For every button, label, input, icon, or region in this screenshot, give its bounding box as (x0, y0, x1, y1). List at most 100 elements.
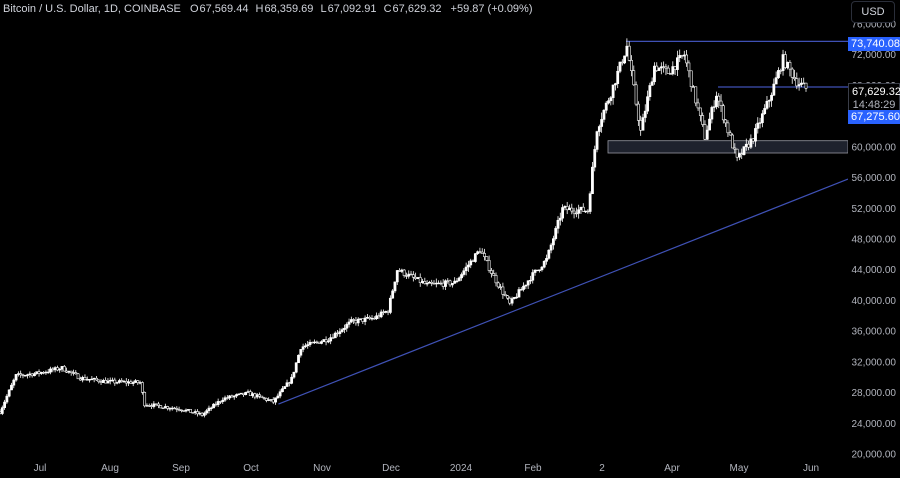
candle (306, 340, 310, 349)
candle-body (232, 395, 236, 398)
candle-body (462, 270, 466, 275)
candle (122, 379, 126, 383)
candle (78, 376, 82, 381)
candle-body (616, 70, 620, 84)
candle-body (51, 368, 55, 371)
candle (74, 370, 78, 375)
candle-body (306, 344, 310, 347)
candle-body (425, 282, 429, 285)
candle (154, 403, 158, 407)
candle-body (448, 280, 452, 286)
candle (191, 412, 195, 414)
candle (42, 371, 46, 375)
candle (134, 379, 137, 384)
candle (338, 328, 342, 337)
candle-body (749, 138, 753, 148)
candle (184, 408, 188, 413)
candle (444, 279, 447, 290)
candle (597, 124, 601, 137)
candle (437, 280, 440, 285)
candle (186, 409, 190, 412)
candle-body (634, 84, 638, 105)
candle-body (74, 372, 78, 375)
candle-body (163, 406, 167, 409)
candle-body (535, 269, 539, 272)
candle-body (561, 207, 564, 219)
candle-body (735, 148, 739, 158)
candle (372, 316, 376, 320)
candle-body (315, 341, 319, 344)
candle-body (26, 374, 29, 376)
price-tick-label: 72,000.00 (852, 50, 897, 61)
candle-body (161, 407, 165, 410)
candle-body (457, 277, 461, 282)
candle (676, 50, 679, 77)
time-tick-label: Oct (243, 463, 259, 474)
candle (101, 378, 105, 383)
candle-body (620, 61, 624, 64)
candle-body (349, 319, 353, 323)
candle (315, 340, 319, 345)
time-tick-label: Jun (803, 463, 819, 474)
candle-body (193, 411, 197, 413)
candle-body (391, 290, 395, 299)
candle-body (473, 253, 477, 262)
candle (44, 370, 48, 375)
candle-body (90, 378, 94, 381)
candle (460, 272, 463, 281)
candle-body (336, 332, 339, 335)
candle-body (710, 107, 714, 120)
candle-body (625, 45, 629, 57)
candle-body (345, 324, 349, 329)
candle-body (754, 128, 757, 142)
candle (343, 324, 346, 334)
candle (271, 397, 275, 405)
candle-body (260, 395, 264, 398)
candle (7, 389, 11, 398)
price-tick-label: 40,000.00 (852, 296, 897, 307)
candle-body (108, 380, 112, 382)
candle (35, 371, 39, 375)
candle-body (444, 280, 447, 287)
candle (111, 377, 114, 382)
candle (92, 377, 96, 383)
price-axis-background (848, 0, 900, 478)
candle (607, 97, 610, 105)
candle-body (212, 403, 215, 409)
candle-body (159, 405, 163, 409)
candle-body (487, 260, 491, 271)
candle-body (698, 107, 702, 116)
candle (221, 397, 225, 405)
candle (10, 382, 13, 391)
candle-body (196, 411, 199, 415)
candle (434, 278, 438, 288)
candle (659, 62, 663, 75)
candle-body (35, 371, 39, 374)
candle-body (671, 66, 675, 75)
candle (653, 62, 656, 85)
candle-body (678, 55, 682, 58)
candle (363, 315, 367, 326)
currency-button[interactable]: USD (851, 1, 895, 23)
candle (781, 49, 785, 76)
candle (450, 283, 454, 288)
symbol-legend: Bitcoin / U.S. Dollar, 1D, COINBASE O67,… (3, 3, 533, 15)
candle-body (180, 409, 183, 412)
candle-body (653, 65, 656, 83)
candle (696, 98, 700, 111)
candle-body (650, 81, 654, 86)
candle (361, 318, 365, 324)
candle-body (207, 407, 211, 411)
candle-body (136, 380, 140, 384)
candle (432, 280, 436, 285)
candle (356, 317, 360, 327)
candle (574, 207, 578, 218)
time-tick-label: Feb (524, 463, 542, 474)
time-tick-label: May (730, 463, 749, 474)
candle (202, 411, 206, 418)
candle (441, 279, 445, 290)
candle-body (531, 272, 535, 281)
candle (763, 104, 767, 115)
candle (664, 63, 668, 76)
candle (614, 82, 617, 91)
